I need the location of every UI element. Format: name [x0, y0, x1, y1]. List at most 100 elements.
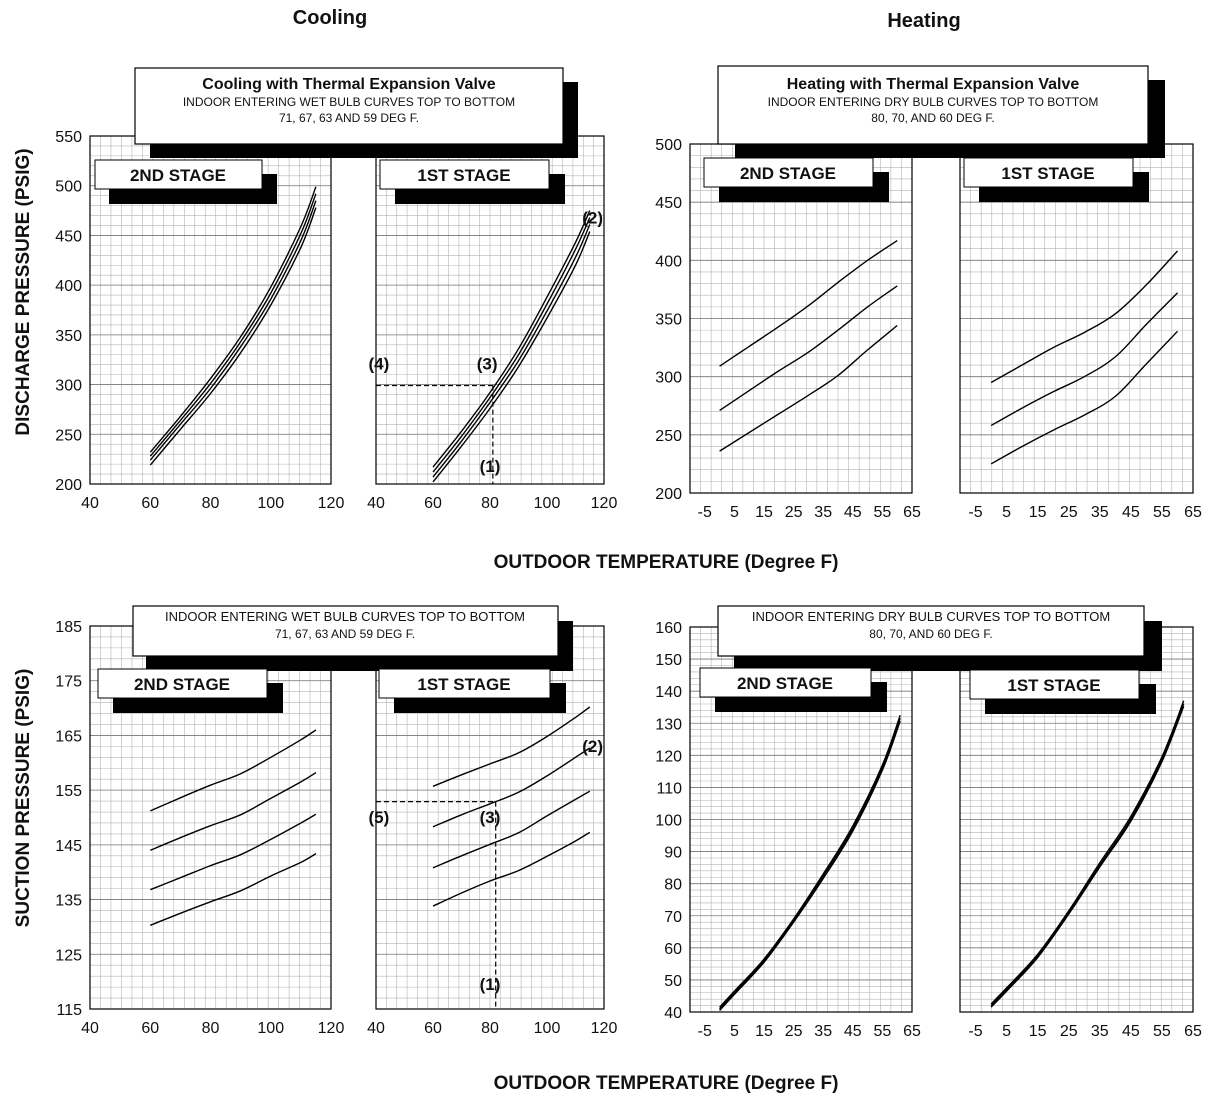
- x-tick-label: 40: [367, 495, 385, 512]
- y-tick-label: 120: [655, 748, 682, 765]
- heating-info-box-line2: 80, 70, AND 60 DEG F.: [871, 111, 994, 125]
- stage-tag-cool-discharge-2nd: 2ND STAGE: [94, 159, 277, 204]
- y-tick-label: 300: [55, 378, 82, 395]
- series-line-59: [149, 207, 317, 466]
- series-line-71: [432, 210, 591, 468]
- y-tick-label: 500: [55, 179, 82, 196]
- y-tick-label: 350: [655, 312, 682, 329]
- series-line-63: [150, 813, 317, 891]
- x-tick-label: 15: [1029, 504, 1047, 521]
- heating-info-box-line1: INDOOR ENTERING DRY BULB CURVES TOP TO B…: [768, 95, 1099, 109]
- point-marker: (3): [477, 355, 498, 374]
- stage-tag-frame: [379, 159, 550, 190]
- stage-tag-frame: [378, 668, 551, 699]
- cooling-info-box: Cooling with Thermal Expansion Valve IND…: [134, 67, 578, 158]
- x-tick-label: 25: [785, 504, 803, 521]
- y-tick-label: 135: [55, 893, 82, 910]
- discharge-y-axis-label: DISCHARGE PRESSURE (PSIG): [13, 148, 34, 435]
- x-tick-label: 45: [844, 504, 862, 521]
- point-marker: (4): [368, 355, 389, 374]
- stage-tag-frame: [963, 157, 1134, 188]
- x-tick-label: 15: [1029, 1023, 1047, 1040]
- series-line-59: [432, 831, 591, 907]
- series-line-60: [990, 330, 1179, 465]
- x-tick-label: -5: [968, 504, 982, 521]
- y-tick-label: 200: [655, 486, 682, 503]
- series-line-80: [990, 250, 1179, 384]
- x-tick-label: 15: [755, 1023, 773, 1040]
- heating-info-box-title: Heating with Thermal Expansion Valve: [787, 76, 1080, 93]
- y-tick-label: 175: [55, 674, 82, 691]
- stage-tag-frame: [969, 669, 1140, 700]
- x-tick-label: 35: [814, 1023, 832, 1040]
- x-tick-label: 65: [903, 1023, 921, 1040]
- series-line-80: [990, 700, 1185, 1005]
- x-tick-label: 5: [730, 1023, 739, 1040]
- x-tick-label: 45: [1122, 504, 1140, 521]
- y-tick-label: 450: [55, 228, 82, 245]
- x-tick-label: 25: [785, 1023, 803, 1040]
- stage-tag-label: 2ND STAGE: [134, 675, 230, 694]
- x-tick-label: 15: [755, 504, 773, 521]
- series-line-71: [150, 729, 317, 812]
- x-tick-label: 100: [257, 1020, 284, 1037]
- y-tick-label: 200: [55, 477, 82, 494]
- x-tick-label: -5: [698, 504, 712, 521]
- heating-heading: Heating: [887, 10, 960, 32]
- x-tick-label: 45: [1122, 1023, 1140, 1040]
- y-tick-label: 60: [664, 941, 682, 958]
- cooling-suction-info-box: INDOOR ENTERING WET BULB CURVES TOP TO B…: [132, 605, 573, 671]
- y-tick-label: 90: [664, 845, 682, 862]
- x-tick-label: 40: [367, 1020, 385, 1037]
- cooling-info-box-frame: [134, 67, 564, 145]
- cooling-heading: Cooling: [293, 7, 367, 29]
- y-tick-label: 110: [656, 780, 682, 797]
- x-tick-label: 55: [874, 1023, 892, 1040]
- x-tick-label: 60: [424, 1020, 442, 1037]
- point-marker: (5): [368, 808, 389, 827]
- y-tick-label: 125: [55, 947, 82, 964]
- cooling-info-box-title: Cooling with Thermal Expansion Valve: [202, 76, 495, 93]
- series-line-59: [432, 231, 591, 483]
- stage-tag-label: 2ND STAGE: [130, 166, 226, 185]
- stage-tag-heat-discharge-1st: 1ST STAGE: [963, 157, 1149, 202]
- y-tick-label: 165: [55, 728, 82, 745]
- series-line-80: [719, 240, 898, 367]
- x-axis-label-top: OUTDOOR TEMPERATURE (Degree F): [494, 552, 839, 573]
- stage-tag-heat-discharge-2nd: 2ND STAGE: [703, 157, 889, 202]
- stage-tag-frame: [699, 667, 872, 698]
- suction-y-axis-label: SUCTION PRESSURE (PSIG): [13, 669, 34, 928]
- annotation-layer: (1) (2) (3) (4) (1) (2) (3) (5): [368, 208, 603, 993]
- x-tick-label: -5: [698, 1023, 712, 1040]
- y-tick-label: 50: [664, 973, 682, 990]
- y-tick-label: 500: [655, 137, 682, 154]
- x-tick-label: 120: [318, 1020, 345, 1037]
- y-tick-label: 115: [56, 1002, 82, 1019]
- y-tick-label: 40: [664, 1005, 682, 1022]
- y-tick-label: 140: [655, 684, 682, 701]
- x-tick-label: 65: [903, 504, 921, 521]
- heating-info-box-frame: [717, 65, 1149, 145]
- stage-tag-cool-suction-2nd: 2ND STAGE: [97, 668, 283, 713]
- series-line-60: [719, 324, 898, 452]
- cooling-suction-info-box-line2: 71, 67, 63 AND 59 DEG F.: [275, 627, 415, 641]
- grid-layer: [89, 135, 1194, 1013]
- series-line-63: [432, 224, 591, 478]
- stage-tag-label: 1ST STAGE: [1001, 164, 1094, 183]
- y-tick-label: 550: [55, 129, 82, 146]
- cooling-info-box-line1: INDOOR ENTERING WET BULB CURVES TOP TO B…: [183, 95, 515, 109]
- x-tick-label: 5: [1002, 504, 1011, 521]
- series-line-60: [990, 705, 1185, 1008]
- x-tick-label: 35: [1091, 504, 1109, 521]
- y-tick-label: 145: [55, 838, 82, 855]
- y-tick-label: 100: [655, 813, 682, 830]
- series-line-59: [150, 852, 317, 926]
- x-tick-label: 100: [534, 1020, 561, 1037]
- y-tick-label: 400: [655, 253, 682, 270]
- x-tick-label: 40: [81, 495, 99, 512]
- x-tick-label: 100: [534, 495, 561, 512]
- x-tick-label: 5: [1002, 1023, 1011, 1040]
